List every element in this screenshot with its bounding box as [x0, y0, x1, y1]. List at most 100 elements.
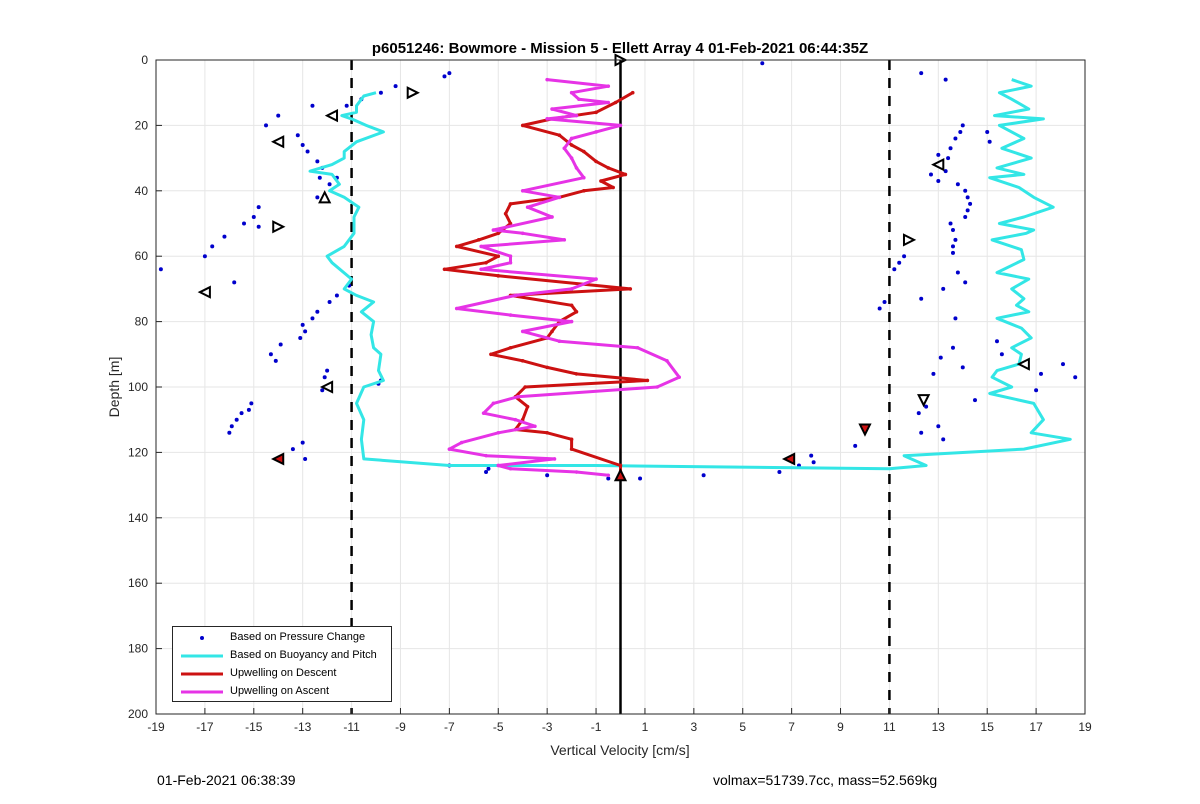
- y-tick-label: 200: [128, 707, 148, 721]
- x-tick-label: 11: [883, 720, 896, 734]
- series-point: [606, 100, 611, 105]
- x-tick-label: 5: [739, 720, 746, 734]
- pressure-point: [315, 195, 320, 200]
- x-tick-label: 17: [1029, 720, 1043, 734]
- x-tick-label: -13: [294, 720, 312, 734]
- series-point: [582, 189, 586, 193]
- series-point: [496, 463, 501, 468]
- series-point: [550, 107, 554, 111]
- pressure-point: [1038, 371, 1043, 376]
- pressure-point: [811, 460, 816, 465]
- pressure-point: [442, 74, 447, 79]
- series-point: [645, 378, 650, 383]
- legend-line-marker: [181, 672, 223, 676]
- series-point: [525, 205, 530, 209]
- pressure-point: [273, 358, 278, 363]
- series-point: [606, 84, 611, 88]
- series-point: [569, 437, 574, 442]
- pressure-point: [943, 169, 948, 174]
- series-point: [606, 166, 611, 170]
- series-point: [569, 447, 574, 451]
- y-tick-label: 140: [128, 511, 148, 525]
- y-tick-label: 0: [141, 53, 148, 67]
- series-point: [508, 466, 513, 471]
- pressure-point: [295, 133, 300, 138]
- pressure-point: [760, 61, 765, 66]
- series-point: [545, 430, 549, 435]
- series-point: [476, 238, 481, 242]
- footer-vehicle-info: volmax=51739.7cc, mass=52.569kg: [713, 772, 938, 788]
- y-tick-label: 180: [128, 642, 148, 656]
- pressure-point: [344, 103, 349, 108]
- series-point: [574, 470, 579, 474]
- y-tick-label: 80: [135, 315, 149, 329]
- x-tick-label: -7: [444, 720, 455, 734]
- pressure-point: [968, 201, 973, 206]
- legend-label: Upwelling on Descent: [230, 667, 337, 679]
- pressure-point: [950, 345, 955, 350]
- pressure-point: [931, 371, 936, 376]
- series-point: [496, 274, 501, 278]
- legend-item-descent: Upwelling on Descent: [173, 665, 391, 683]
- series-point: [594, 110, 598, 115]
- pressure-point: [290, 447, 295, 452]
- series-point: [569, 303, 574, 308]
- series-point: [520, 231, 525, 236]
- series-point: [454, 306, 459, 311]
- series-line: [443, 91, 649, 472]
- pressure-point: [963, 214, 968, 219]
- series-point: [489, 352, 493, 357]
- pressure-point: [985, 129, 990, 134]
- triangle-marker: [272, 220, 286, 234]
- x-tick-label: -17: [196, 720, 214, 734]
- x-tick-label: 3: [690, 720, 697, 734]
- pressure-point: [960, 365, 965, 370]
- reference-lines: [350, 60, 891, 714]
- y-tick-label: 100: [128, 380, 148, 394]
- data-series: [158, 53, 1078, 482]
- pressure-point: [965, 208, 970, 213]
- pressure-point: [315, 309, 320, 314]
- series-point: [618, 123, 623, 128]
- pressure-point: [919, 71, 924, 76]
- series-point: [520, 359, 525, 363]
- pressure-point: [938, 355, 943, 360]
- x-tick-label: -19: [147, 720, 165, 734]
- x-tick-label: -3: [542, 720, 553, 734]
- legend-item-buoyancy: Based on Buoyancy and Pitch: [173, 647, 391, 665]
- pressure-point: [486, 466, 491, 471]
- pressure-point: [310, 103, 315, 108]
- pressure-point: [242, 221, 247, 226]
- pressure-point: [320, 388, 325, 393]
- pressure-point: [310, 316, 315, 321]
- pressure-point: [999, 352, 1004, 357]
- pressure-point: [809, 453, 814, 458]
- pressure-point: [958, 129, 963, 134]
- pressure-point: [936, 152, 941, 157]
- pressure-point: [953, 316, 958, 321]
- pressure-point: [965, 195, 970, 200]
- series-point: [569, 156, 574, 160]
- pressure-point: [249, 401, 254, 406]
- pressure-point: [972, 398, 977, 403]
- pressure-point: [1060, 362, 1065, 367]
- y-axis-label: Depth [m]: [106, 357, 122, 418]
- series-point: [508, 221, 513, 226]
- pressure-point: [877, 306, 882, 311]
- series-point: [577, 97, 581, 102]
- series-point: [569, 287, 574, 291]
- series-point: [459, 440, 464, 445]
- pressure-point: [300, 322, 305, 327]
- axis-ticks: -19 -17 -15 -13 -11 -9 -7 -5 -3 -1 1 3 5 7 9 11 13 15 17 19…: [128, 53, 1092, 734]
- pressure-point: [955, 270, 960, 275]
- series-point: [481, 411, 486, 415]
- x-tick-label: 15: [981, 720, 995, 734]
- chart-title: p6051246: Bowmore - Mission 5 - Ellett A…: [372, 40, 868, 57]
- pressure-point: [919, 430, 924, 435]
- triangle-marker: [781, 452, 796, 466]
- pressure-point: [638, 476, 643, 481]
- pressure-point: [963, 188, 968, 193]
- series-point: [496, 231, 501, 236]
- series-point: [533, 424, 537, 429]
- legend-label: Based on Buoyancy and Pitch: [230, 649, 377, 661]
